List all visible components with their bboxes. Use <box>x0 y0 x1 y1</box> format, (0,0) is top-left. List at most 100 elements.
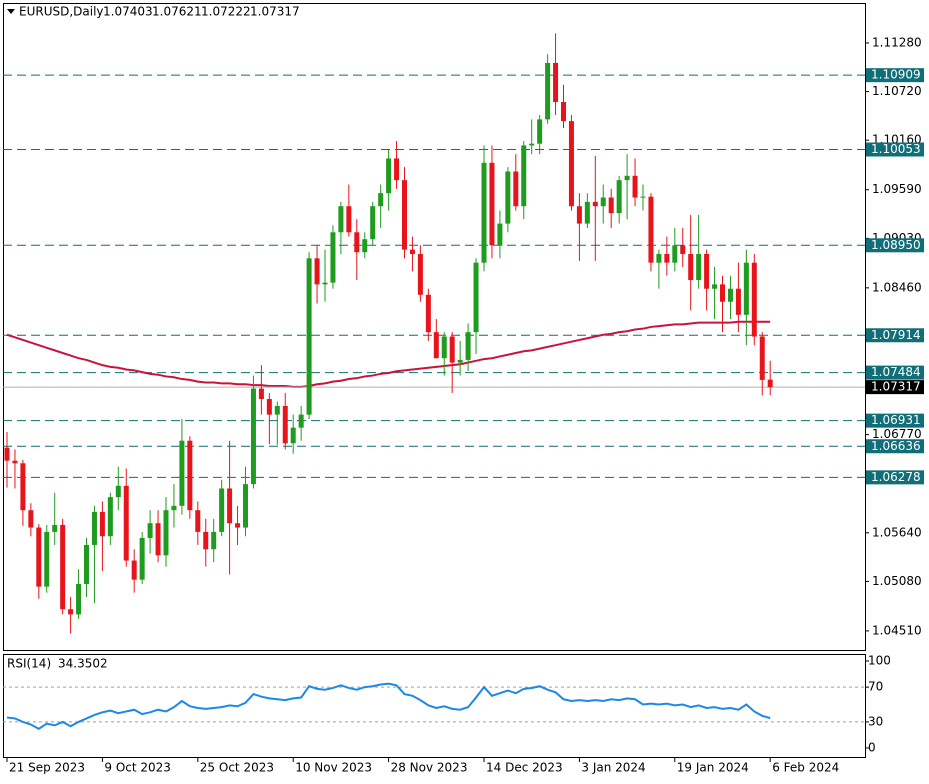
chart-title: EURUSD,Daily <box>19 5 104 19</box>
candle-body <box>346 206 352 233</box>
candle-body <box>179 440 185 506</box>
candle-body <box>521 145 527 207</box>
candle-body <box>338 206 344 233</box>
candle-body <box>314 258 320 285</box>
level-label: 1.08950 <box>871 238 921 252</box>
rsi-value: 34.3502 <box>58 657 108 671</box>
header-high: 1.07621 <box>152 5 202 19</box>
candle-body <box>266 399 272 415</box>
x-tick-label: 6 Feb 2024 <box>772 761 839 775</box>
menu-arrow[interactable] <box>7 9 15 14</box>
candle-body <box>720 284 725 302</box>
candle-body <box>727 288 733 302</box>
candle-body <box>616 180 622 214</box>
candle-body <box>584 201 590 224</box>
candle-body <box>497 223 503 246</box>
candle-body <box>99 511 105 537</box>
candle-body <box>68 609 74 615</box>
candle-body <box>115 485 121 498</box>
candle-body <box>481 162 487 263</box>
candle-body <box>529 143 535 146</box>
x-tick-label: 9 Oct 2023 <box>104 761 171 775</box>
candle-body <box>28 510 34 528</box>
candle-body <box>187 440 193 511</box>
candle-body <box>322 282 328 285</box>
candle-body <box>600 197 606 207</box>
candle-body <box>561 102 566 122</box>
level-label: 1.06278 <box>871 470 921 484</box>
candle-body <box>402 180 407 250</box>
y-tick-label: 1.09590 <box>872 182 922 196</box>
y-tick-label: 1.10720 <box>872 84 922 98</box>
level-label: 1.07484 <box>871 365 921 379</box>
header-close: 1.07317 <box>250 5 300 19</box>
candle-body <box>52 524 58 532</box>
x-tick-label: 21 Sep 2023 <box>9 761 85 775</box>
candle-body <box>680 245 686 254</box>
level-label-box <box>866 328 924 343</box>
candle-body <box>250 388 256 485</box>
candle-body <box>60 524 66 610</box>
candle-body <box>425 294 431 333</box>
candle-body <box>704 253 710 289</box>
candle-body <box>592 201 598 207</box>
candle-body <box>274 405 280 415</box>
level-label: 1.06636 <box>871 439 921 453</box>
candle-body <box>759 336 765 380</box>
candle-body <box>441 336 447 359</box>
candle-body <box>394 158 400 181</box>
candle-body <box>545 62 551 120</box>
candle-body <box>195 510 201 532</box>
candle-body <box>306 258 312 415</box>
y-tick-label: 1.05640 <box>872 525 922 539</box>
candle-body <box>473 262 479 333</box>
candle-body <box>258 388 264 400</box>
rsi-y-tick-label: 30 <box>868 714 883 728</box>
candle-body <box>640 196 646 198</box>
x-tick-label: 14 Dec 2023 <box>486 761 563 775</box>
level-label-box <box>866 365 924 380</box>
candle-body <box>537 119 543 144</box>
candle-body <box>712 284 718 289</box>
candle-body <box>409 249 415 254</box>
candle-body <box>227 488 233 524</box>
candle-body <box>370 206 376 240</box>
candle-body <box>235 523 241 528</box>
rsi-pane <box>3 654 866 758</box>
candle-body <box>203 531 209 550</box>
header-open: 1.07403 <box>103 5 153 19</box>
candle-body <box>155 523 161 556</box>
candle-body <box>608 197 614 214</box>
candle-body <box>378 193 384 207</box>
rsi-y-tick-label: 0 <box>868 741 876 755</box>
candle-body <box>282 405 288 444</box>
candle-body <box>632 175 638 198</box>
candle-body <box>624 175 630 181</box>
level-label: 1.10909 <box>871 68 921 82</box>
candle-body <box>107 497 113 537</box>
candle-body <box>696 253 702 281</box>
candle-body <box>44 531 50 587</box>
level-label-box <box>866 470 924 485</box>
candle-body <box>131 560 137 580</box>
candle-body <box>163 510 169 556</box>
candle-body <box>12 460 18 464</box>
candle-body <box>84 544 89 584</box>
x-tick-label: 28 Nov 2023 <box>391 761 468 775</box>
level-label: 1.07914 <box>871 328 921 342</box>
candle-body <box>386 158 392 194</box>
x-tick-label: 19 Jan 2024 <box>677 761 749 775</box>
candle-body <box>123 485 129 561</box>
price-label: 1.07317 <box>871 380 921 394</box>
candle-body <box>568 121 574 207</box>
candle-body <box>298 414 304 428</box>
rsi-y-tick-label: 70 <box>868 680 883 694</box>
candle-body <box>417 253 423 295</box>
candle-body <box>656 253 662 263</box>
candle-body <box>489 162 495 246</box>
candle-body <box>672 245 678 263</box>
y-tick-label: 1.08460 <box>872 280 922 294</box>
